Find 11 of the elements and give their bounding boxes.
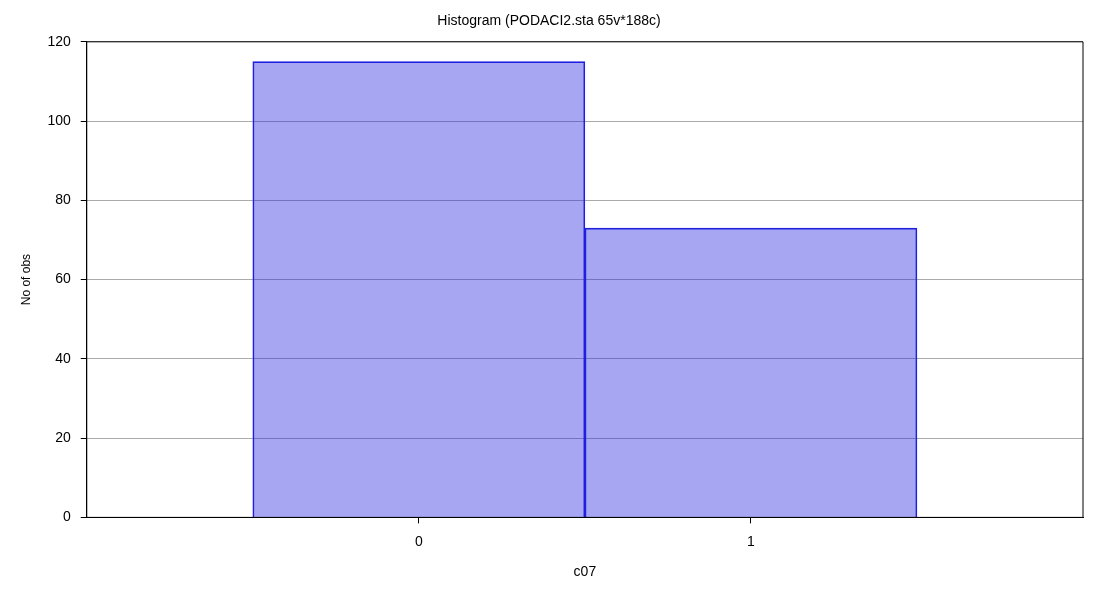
y-tick-label: 20 [55, 428, 71, 445]
y-tick-label: 60 [55, 270, 71, 287]
y-tick-label: 100 [47, 111, 71, 128]
y-axis-title: No of obs [18, 253, 33, 306]
y-tick-label: 120 [47, 32, 71, 49]
y-tick-label: 80 [55, 191, 71, 208]
chart-title: Histogram (PODACI2.sta 65v*188c) [437, 12, 661, 29]
y-tick-label: 40 [55, 349, 71, 366]
y-tick-label: 0 [62, 508, 71, 525]
x-axis-title: c07 [573, 563, 597, 580]
x-tick-label: 1 [747, 532, 756, 549]
